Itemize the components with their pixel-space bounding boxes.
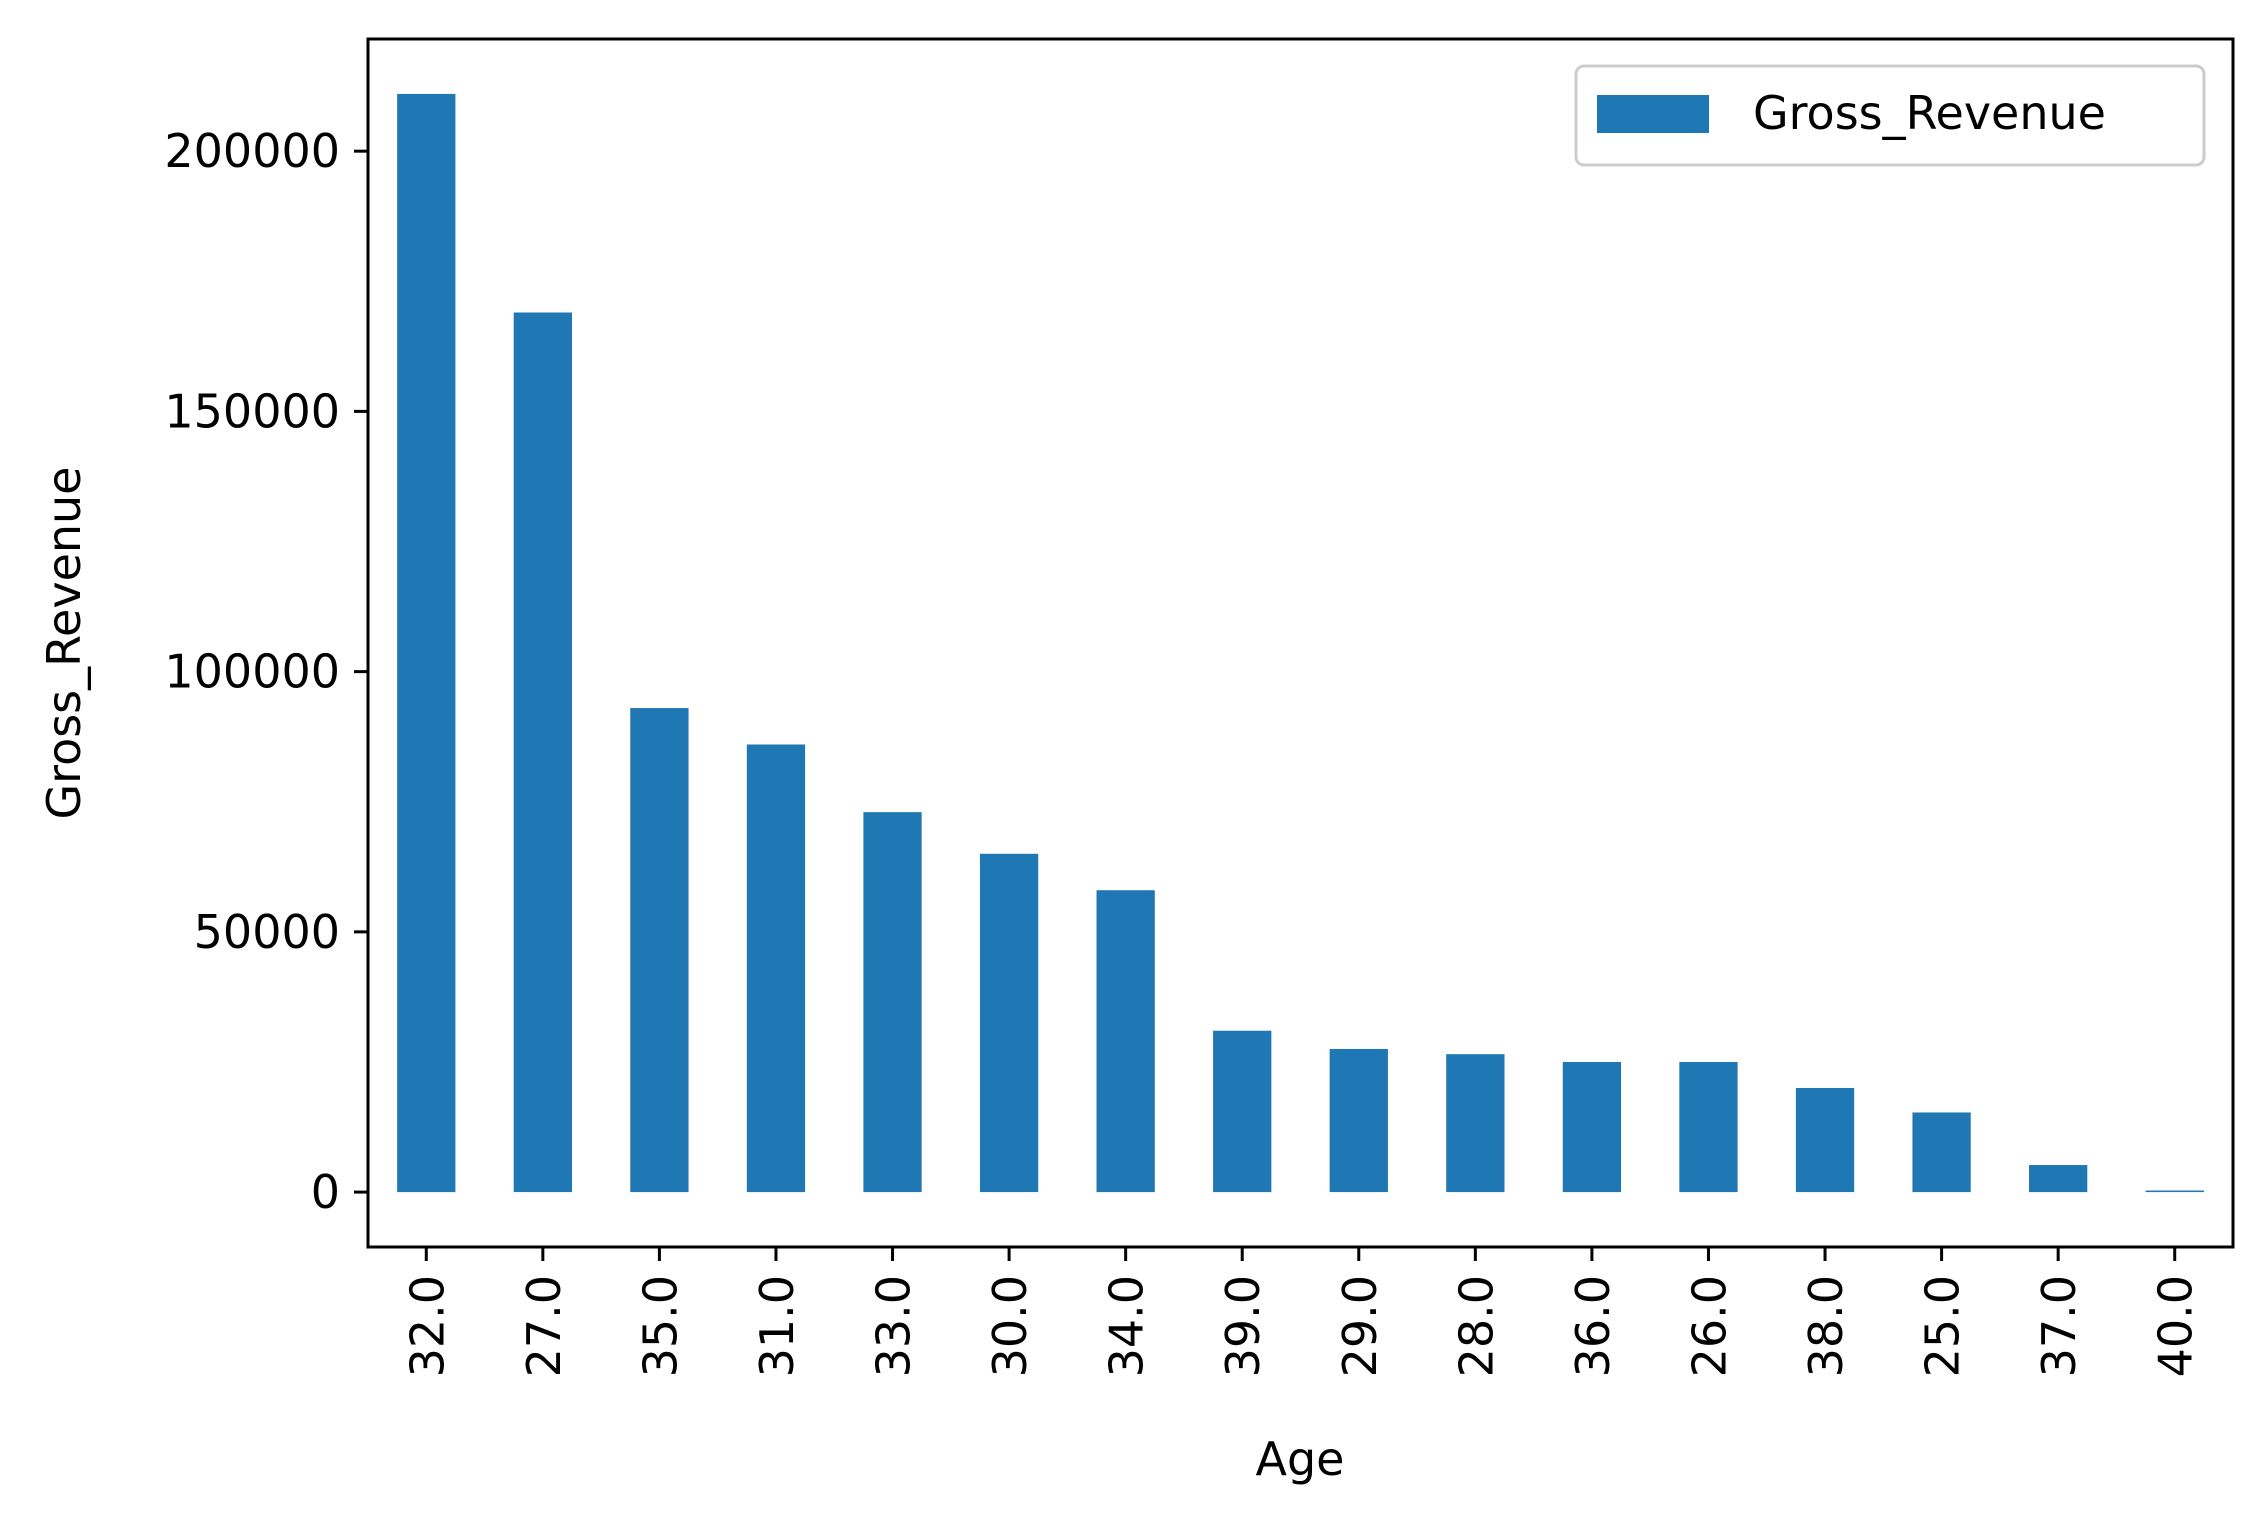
bar-40.0	[2145, 1190, 2204, 1193]
bar-37.0	[2029, 1165, 2088, 1193]
x-tick-label: 36.0	[1566, 1275, 1620, 1377]
bar-29.0	[1329, 1048, 1388, 1193]
y-tick-label: 150000	[164, 384, 340, 438]
bar-32.0	[397, 93, 456, 1193]
x-tick-label: 25.0	[1916, 1275, 1970, 1377]
bar-33.0	[863, 812, 922, 1193]
x-tick-label: 39.0	[1216, 1275, 1270, 1377]
bar-34.0	[1096, 890, 1155, 1193]
bar-25.0	[1912, 1112, 1971, 1193]
y-tick-label: 0	[311, 1165, 340, 1219]
x-tick-label: 35.0	[633, 1275, 687, 1377]
bar-27.0	[513, 312, 572, 1193]
x-tick-label: 30.0	[983, 1275, 1037, 1377]
x-tick-label: 40.0	[2149, 1275, 2203, 1377]
x-tick-label: 34.0	[1100, 1275, 1154, 1377]
bar-31.0	[746, 744, 806, 1193]
x-tick-label: 37.0	[2032, 1275, 2086, 1377]
x-axis-ticks: 32.0 27.0 35.0 31.0 33.0 30.0 34.0 39.0 29.0 28.0…	[400, 1247, 2203, 1377]
bar-30.0	[979, 853, 1039, 1193]
bar-26.0	[1679, 1061, 1738, 1193]
bar-39.0	[1213, 1030, 1272, 1193]
y-tick-label: 50000	[194, 905, 340, 959]
x-axis-title: Age	[1256, 1432, 1345, 1486]
x-tick-label: 38.0	[1799, 1275, 1853, 1377]
x-tick-label: 31.0	[750, 1275, 804, 1377]
plot-frame	[366, 37, 2235, 1249]
x-tick-label: 27.0	[517, 1275, 571, 1377]
bar-36.0	[1562, 1061, 1622, 1193]
x-tick-label: 29.0	[1333, 1275, 1387, 1377]
x-tick-label: 33.0	[867, 1275, 921, 1377]
y-tick-label: 100000	[164, 645, 340, 699]
y-tick-label: 200000	[164, 124, 340, 178]
legend-box	[1574, 64, 2206, 167]
bar-35.0	[630, 708, 689, 1193]
bar-28.0	[1446, 1054, 1505, 1193]
x-tick-label: 26.0	[1682, 1275, 1736, 1377]
legend-label: Gross_Revenue	[1753, 86, 2106, 140]
legend: Gross_Revenue	[1574, 64, 2206, 167]
x-tick-label: 28.0	[1449, 1275, 1503, 1377]
y-axis-ticks: 0 50000 100000 150000 200000	[164, 124, 368, 1219]
bar-38.0	[1795, 1087, 1855, 1193]
legend-swatch	[1597, 95, 1709, 133]
x-tick-label: 32.0	[400, 1275, 454, 1377]
y-axis-title: Gross_Revenue	[37, 467, 91, 820]
bars-group	[397, 93, 2204, 1193]
